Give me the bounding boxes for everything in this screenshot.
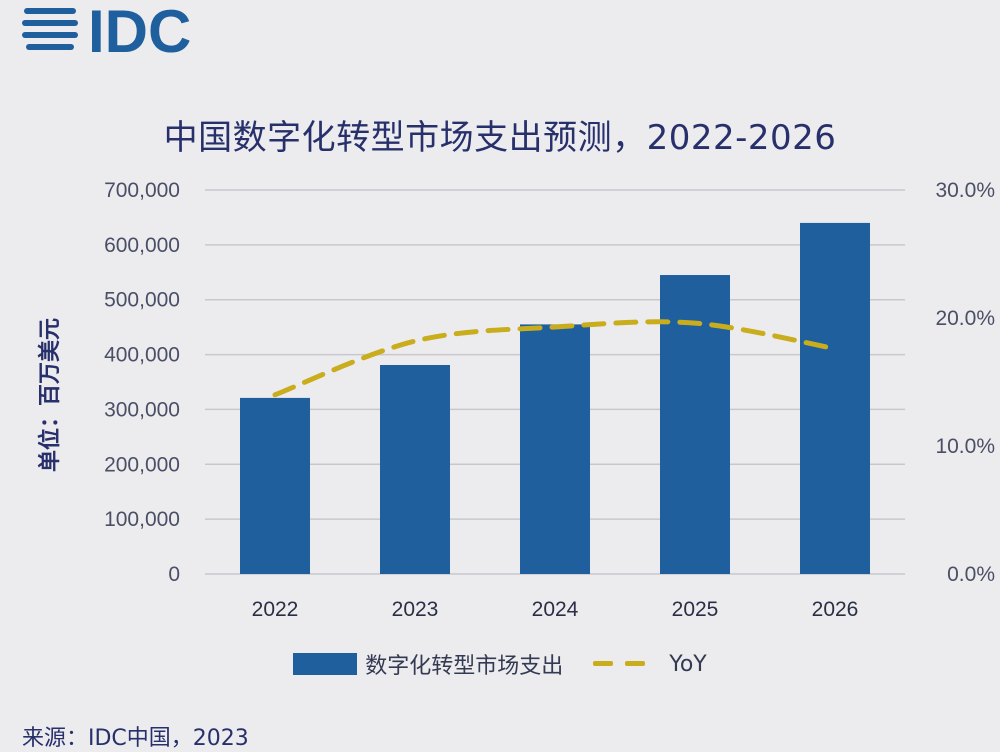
y2-tick-label: 10.0% <box>935 435 995 458</box>
bar <box>240 398 310 574</box>
legend-item-spending: 数字化转型市场支出 <box>293 648 563 680</box>
y-tick-label: 600,000 <box>104 234 180 257</box>
y-tick-label: 100,000 <box>104 508 180 531</box>
y2-tick-label: 30.0% <box>935 179 995 202</box>
x-tick-label: 2026 <box>812 598 859 621</box>
legend-item-yoy: YoY <box>563 652 706 677</box>
y2-tick-label: 20.0% <box>935 307 995 330</box>
x-tick-label: 2023 <box>392 598 439 621</box>
y-tick-label: 200,000 <box>104 453 180 476</box>
x-tick-label: 2022 <box>252 598 299 621</box>
bar <box>800 223 870 574</box>
y2-tick-label: 0.0% <box>947 563 995 586</box>
bar <box>520 324 590 574</box>
y-tick-label: 700,000 <box>104 179 180 202</box>
legend-label-yoy: YoY <box>669 652 706 677</box>
chart-area: 0 100,000 200,000 300,000 400,000 500,000 600,… <box>0 0 1000 640</box>
legend: 数字化转型市场支出 YoY <box>0 648 1000 680</box>
bar <box>660 275 730 574</box>
y-tick-label: 300,000 <box>104 398 180 421</box>
y-tick-label: 500,000 <box>104 289 180 312</box>
x-tick-label: 2024 <box>532 598 579 621</box>
legend-bar-swatch <box>293 653 357 675</box>
source-note: 来源：IDC中国，2023 <box>22 720 249 752</box>
legend-label-spending: 数字化转型市场支出 <box>365 648 563 680</box>
x-tick-label: 2025 <box>672 598 719 621</box>
y-tick-label: 0 <box>168 563 180 586</box>
y-tick-label: 400,000 <box>104 344 180 367</box>
legend-dash-swatch <box>593 661 657 667</box>
bar <box>380 365 450 574</box>
